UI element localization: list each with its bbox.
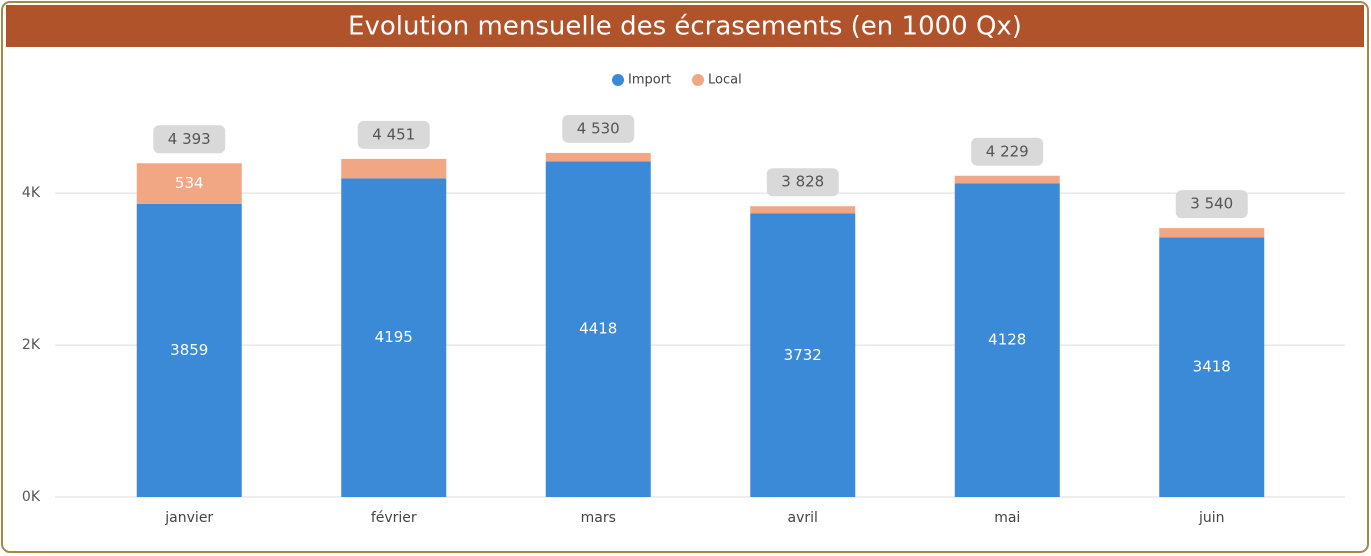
total-label-bg — [153, 125, 226, 154]
data-label: 3418 — [1193, 358, 1231, 376]
y-tick-label: 2K — [22, 337, 41, 353]
bar-segment — [954, 175, 1060, 184]
total-label-bg — [357, 120, 430, 149]
bar-segment — [136, 203, 242, 497]
data-label: 4195 — [375, 328, 413, 346]
chart-title: Evolution mensuelle des écrasements (en … — [348, 12, 1022, 42]
legend-label: Local — [708, 73, 742, 88]
legend-swatch — [612, 74, 624, 86]
bar-segment — [750, 213, 856, 497]
x-tick-label: février — [371, 510, 417, 526]
data-label: 3859 — [170, 341, 208, 359]
y-tick-label: 0K — [22, 489, 41, 505]
bar-segment — [136, 163, 242, 204]
title-bar — [6, 5, 1364, 47]
data-label: 4418 — [579, 320, 617, 338]
data-label: 4128 — [988, 331, 1026, 349]
legend-label: Import — [628, 73, 671, 88]
x-tick-label: juin — [1198, 510, 1225, 526]
total-label: 4 530 — [577, 119, 620, 137]
total-label: 3 828 — [781, 173, 824, 191]
x-tick-label: janvier — [164, 510, 213, 526]
total-label: 4 451 — [372, 125, 415, 143]
bar-segment — [1159, 228, 1265, 238]
legend-swatch — [692, 74, 704, 86]
x-tick-label: mars — [581, 510, 616, 526]
total-label-bg — [562, 114, 635, 143]
x-tick-label: avril — [788, 510, 818, 526]
y-tick-label: 4K — [22, 185, 41, 201]
bar-segment — [341, 158, 447, 179]
total-label-bg — [971, 137, 1044, 166]
total-label: 4 393 — [168, 130, 211, 148]
data-label: 534 — [175, 174, 204, 192]
x-tick-label: mai — [994, 510, 1020, 526]
total-label: 4 229 — [986, 142, 1029, 160]
bar-segment — [341, 178, 447, 497]
bar-segment — [954, 183, 1060, 497]
total-label-bg — [1175, 190, 1248, 219]
total-label-bg — [766, 168, 839, 197]
bar-segment — [545, 152, 651, 162]
data-label: 3732 — [784, 346, 822, 364]
bar-segment — [545, 161, 651, 497]
total-label: 3 540 — [1190, 195, 1233, 213]
bar-segment — [1159, 237, 1265, 497]
bar-segment — [750, 206, 856, 214]
